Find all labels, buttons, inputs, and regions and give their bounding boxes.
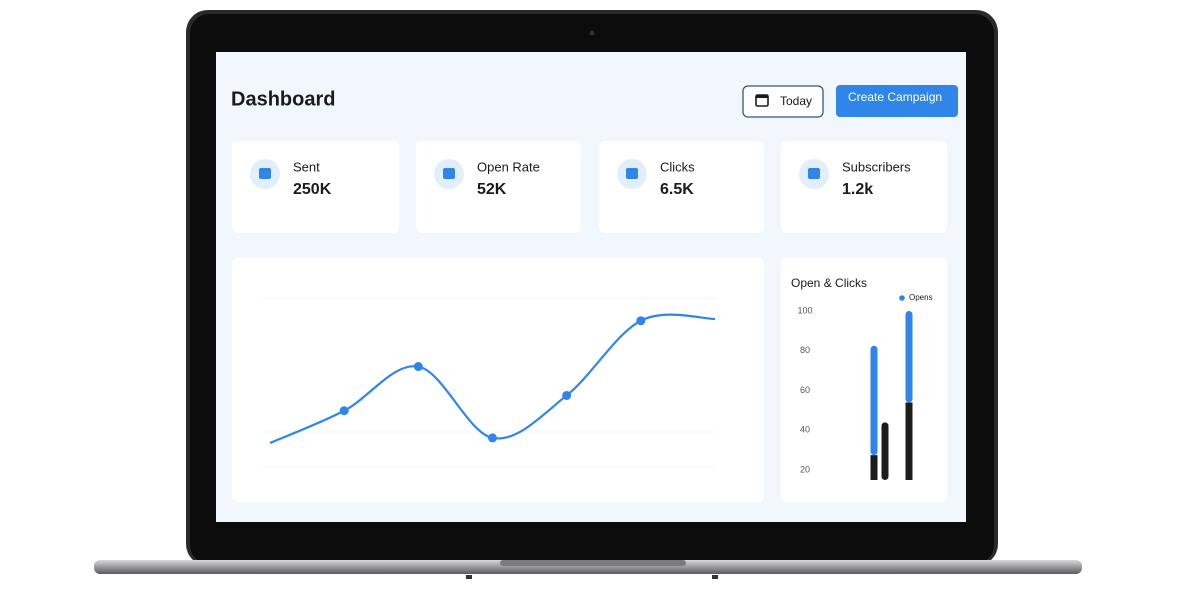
bar-segment (881, 422, 889, 480)
point (339, 406, 349, 416)
bar-segment (905, 311, 913, 403)
line-chart-card (232, 258, 764, 502)
stat-label: Open Rate (477, 159, 540, 174)
base-notch (500, 560, 686, 566)
point (413, 362, 423, 372)
y-tick-label: 80 (800, 345, 810, 355)
bar-chart-title: Open & Clicks (791, 276, 867, 290)
camera (589, 30, 595, 36)
stat-label: Sent (293, 159, 320, 174)
charts: 100 80 60 40 20 Opens (269, 293, 933, 480)
point (636, 316, 646, 326)
stat-cards: Sent 250K Open Rate 52K Clicks 6.5K Subscriber… (232, 141, 947, 233)
foot (712, 575, 718, 579)
stat-icon (626, 168, 638, 179)
create-campaign-button[interactable] (836, 85, 958, 117)
y-tick-label: 60 (800, 385, 810, 395)
point (562, 390, 572, 400)
stat-icon (259, 168, 271, 179)
legend-label: Opens (909, 293, 933, 302)
today-label: Today (780, 94, 812, 108)
y-tick-label: 20 (800, 464, 810, 474)
laptop-base (94, 560, 1082, 574)
stat-value: 6.5K (660, 181, 694, 198)
bar-segment (905, 402, 913, 480)
stat-value: 1.2k (842, 181, 873, 198)
stat-icon (443, 168, 455, 179)
bar-segment (870, 345, 878, 456)
today-button[interactable] (742, 85, 824, 118)
legend-marker (899, 295, 905, 301)
stat-label: Clicks (660, 159, 695, 174)
page-title: Dashboard (231, 88, 335, 110)
point (488, 433, 497, 443)
stat-value: 52K (477, 181, 507, 198)
calendar-icon-top (756, 95, 768, 98)
stat-value: 250K (293, 181, 332, 198)
foot (466, 575, 472, 579)
stat-icon (808, 168, 820, 179)
create-campaign-label: Create Campaign (848, 90, 942, 104)
stat-label: Subscribers (842, 159, 911, 174)
y-tick-label: 100 (797, 305, 812, 315)
bar-segment (870, 455, 878, 480)
y-tick-label: 40 (800, 425, 810, 435)
